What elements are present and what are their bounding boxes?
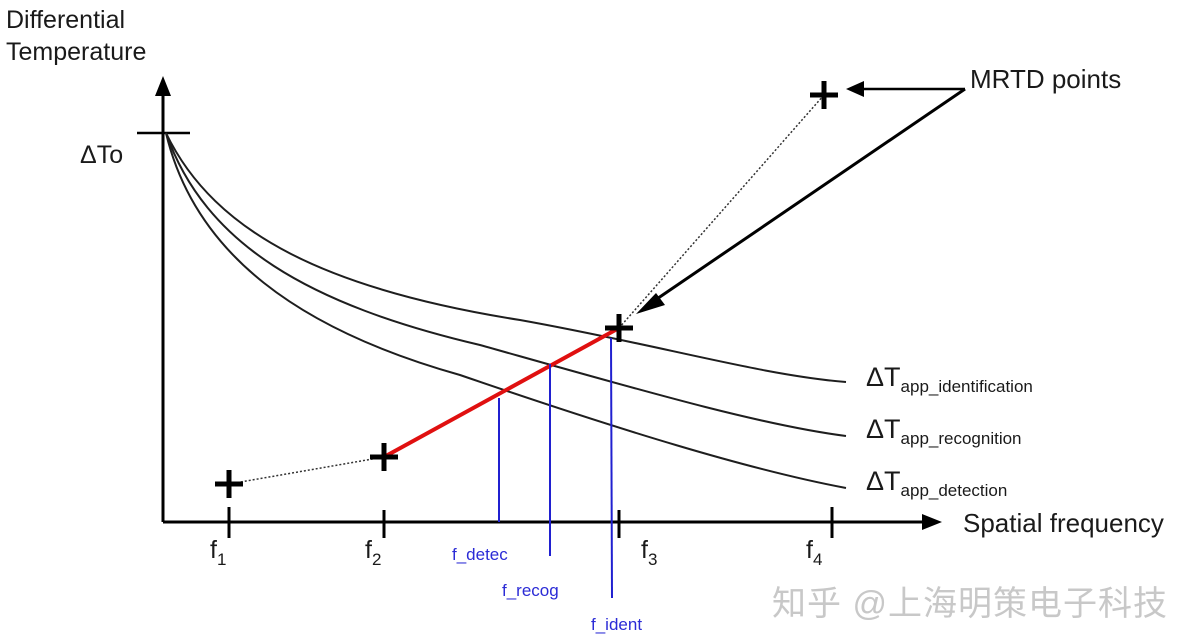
tick-f3: f3 (641, 536, 658, 569)
delta-to-label: ΔTo (80, 141, 124, 169)
dotted-segment-1 (228, 456, 385, 485)
f-recog-label: f_recog (502, 581, 559, 600)
curve-recognition (165, 132, 847, 437)
watermark: 知乎 @上海明策电子科技 (772, 585, 1168, 623)
mrtd-point-marker (215, 81, 838, 498)
tick-f1: f1 (210, 536, 227, 569)
intersection-lines (498, 337, 613, 599)
y-axis-label-line1: Differential (6, 6, 126, 34)
curve-identification (165, 132, 847, 383)
legend-identification: ΔTapp_identification (866, 362, 1033, 396)
x-axis-label: Spatial frequency (963, 508, 1164, 538)
red-mrtd-segment (383, 326, 620, 459)
tick-f2: f2 (365, 536, 382, 569)
legend-recognition: ΔTapp_recognition (866, 414, 1022, 448)
y-axis (137, 76, 190, 522)
dotted-segment-2 (618, 94, 825, 329)
y-axis-label-line2: Temperature (6, 38, 147, 66)
f-ident-label: f_ident (591, 615, 643, 634)
f-detec-label: f_detec (452, 545, 508, 564)
tick-f4: f4 (806, 536, 823, 569)
mrtd-points-label: MRTD points (970, 64, 1122, 94)
legend-detection: ΔTapp_detection (866, 466, 1008, 500)
mrtd-annotation-arrows (636, 81, 966, 314)
y-axis-label: Differential Temperature (6, 4, 146, 68)
x-axis (163, 507, 942, 538)
curve-detection (165, 132, 847, 489)
